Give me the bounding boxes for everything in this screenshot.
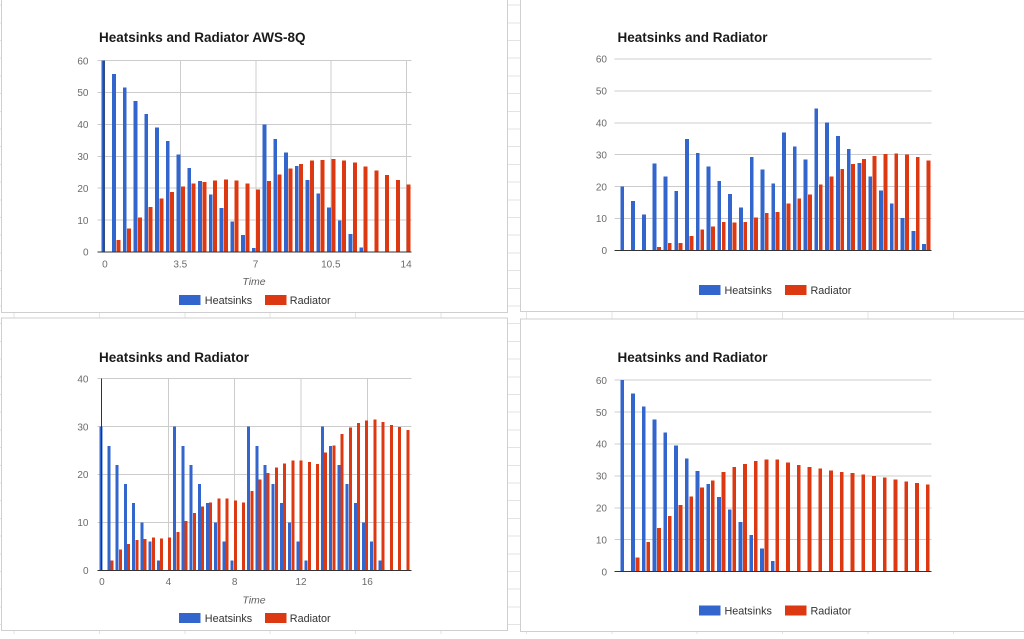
svg-text:8: 8: [232, 577, 238, 588]
svg-text:0: 0: [83, 566, 89, 577]
svg-text:30: 30: [77, 152, 89, 163]
svg-text:10.5: 10.5: [321, 260, 341, 271]
svg-text:Radiator: Radiator: [811, 285, 852, 297]
svg-text:30: 30: [596, 150, 608, 161]
svg-text:20: 20: [596, 182, 608, 193]
svg-text:60: 60: [596, 55, 608, 66]
svg-text:20: 20: [77, 184, 89, 195]
svg-text:3.5: 3.5: [173, 260, 187, 271]
svg-text:0: 0: [99, 577, 105, 588]
svg-text:Heatsinks: Heatsinks: [725, 285, 773, 297]
svg-text:0: 0: [102, 260, 108, 271]
svg-text:40: 40: [77, 374, 89, 385]
svg-text:10: 10: [596, 535, 608, 546]
svg-text:Radiator: Radiator: [290, 613, 331, 625]
svg-text:12: 12: [295, 577, 307, 588]
svg-text:Radiator: Radiator: [290, 295, 331, 307]
svg-text:16: 16: [362, 577, 374, 588]
svg-text:Heatsinks and Radiator: Heatsinks and Radiator: [618, 350, 769, 365]
svg-text:14: 14: [401, 260, 413, 271]
svg-text:4: 4: [166, 577, 172, 588]
svg-text:50: 50: [596, 87, 608, 98]
svg-text:50: 50: [77, 88, 89, 99]
svg-text:60: 60: [596, 376, 608, 387]
svg-text:30: 30: [596, 472, 608, 483]
svg-text:0: 0: [83, 248, 89, 259]
svg-text:40: 40: [596, 119, 608, 130]
svg-text:Heatsinks: Heatsinks: [725, 605, 773, 617]
svg-text:Radiator: Radiator: [811, 605, 852, 617]
svg-text:50: 50: [596, 408, 608, 419]
svg-text:40: 40: [77, 120, 89, 131]
svg-text:20: 20: [596, 504, 608, 515]
svg-text:Time: Time: [242, 276, 265, 288]
svg-text:Heatsinks and Radiator: Heatsinks and Radiator: [99, 350, 250, 365]
svg-text:7: 7: [253, 260, 259, 271]
svg-text:20: 20: [77, 470, 89, 481]
svg-text:30: 30: [77, 422, 89, 433]
svg-text:60: 60: [77, 56, 89, 67]
svg-text:10: 10: [77, 518, 89, 529]
svg-text:Heatsinks: Heatsinks: [205, 613, 253, 625]
svg-text:0: 0: [601, 246, 607, 257]
svg-text:10: 10: [596, 214, 608, 225]
svg-text:10: 10: [77, 216, 89, 227]
svg-text:40: 40: [596, 440, 608, 451]
svg-text:Heatsinks and Radiator AWS-8Q: Heatsinks and Radiator AWS-8Q: [99, 30, 306, 45]
svg-text:Time: Time: [242, 595, 265, 607]
svg-text:0: 0: [601, 567, 607, 578]
svg-text:Heatsinks: Heatsinks: [205, 295, 253, 307]
svg-text:Heatsinks and Radiator: Heatsinks and Radiator: [618, 30, 769, 45]
